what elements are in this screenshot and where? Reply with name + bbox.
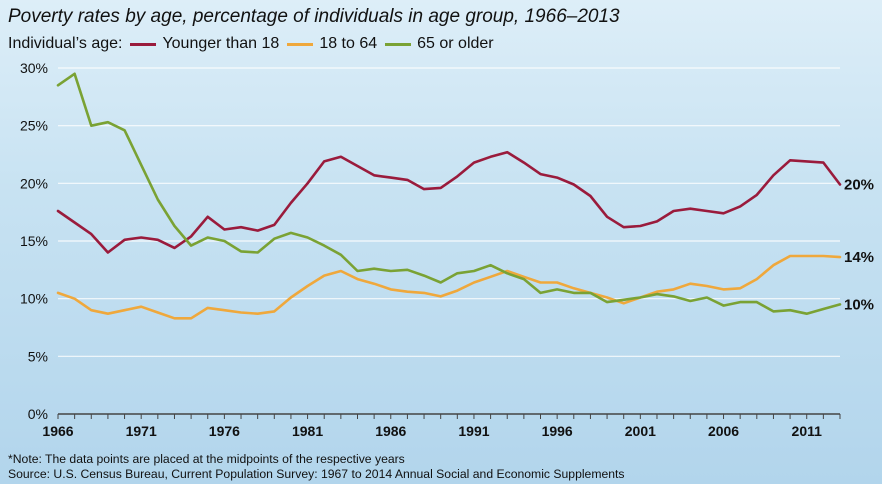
- end-label-65-plus: 10%: [844, 296, 874, 313]
- legend-item-18-64: 18 to 64: [287, 35, 377, 53]
- end-label-18-64: 14%: [844, 249, 874, 266]
- series-line-65-plus: [56, 72, 842, 316]
- y-tick-label: 10%: [20, 291, 48, 307]
- legend-swatch-18-64: [287, 42, 314, 46]
- x-tick-label: 1971: [126, 423, 157, 439]
- x-tick-label: 1996: [542, 423, 573, 439]
- end-label-under-18: 20%: [844, 176, 874, 193]
- legend-title: Individual’s age:: [8, 35, 123, 52]
- legend-item-65-plus: 65 or older: [385, 35, 494, 53]
- chart-notes: *Note: The data points are placed at the…: [8, 452, 625, 482]
- legend-label-18-64: 18 to 64: [319, 35, 378, 52]
- legend-swatch-under-18: [130, 42, 157, 46]
- x-tick-label: 1976: [209, 423, 240, 439]
- y-tick-label: 25%: [20, 118, 48, 134]
- y-tick-label: 0%: [28, 406, 48, 422]
- series-line-18-64: [56, 254, 842, 320]
- y-tick-label: 20%: [20, 175, 48, 191]
- x-tick-label: 1986: [375, 423, 406, 439]
- y-tick-label: 15%: [20, 233, 48, 249]
- x-tick-label: 2006: [708, 423, 739, 439]
- x-tick-label: 2001: [625, 423, 656, 439]
- x-tick-label: 1991: [458, 423, 489, 439]
- legend-label-under-18: Younger than 18: [162, 35, 280, 52]
- series-line-under-18: [56, 150, 842, 254]
- legend-item-under-18: Younger than 18: [130, 35, 279, 53]
- x-tick-label: 1981: [292, 423, 323, 439]
- chart-legend: Individual’s age: Younger than 18 18 to …: [8, 35, 494, 53]
- source-note: Source: U.S. Census Bureau, Current Popu…: [8, 467, 625, 481]
- x-tick-label: 1966: [42, 423, 73, 439]
- legend-swatch-65-plus: [385, 42, 412, 46]
- y-tick-label: 30%: [20, 60, 48, 76]
- x-tick-label: 2011: [792, 423, 823, 439]
- y-tick-label: 5%: [28, 348, 48, 364]
- footnote: *Note: The data points are placed at the…: [8, 452, 405, 466]
- chart-title: Poverty rates by age, percentage of indi…: [8, 6, 620, 27]
- legend-label-65-plus: 65 or older: [417, 35, 494, 52]
